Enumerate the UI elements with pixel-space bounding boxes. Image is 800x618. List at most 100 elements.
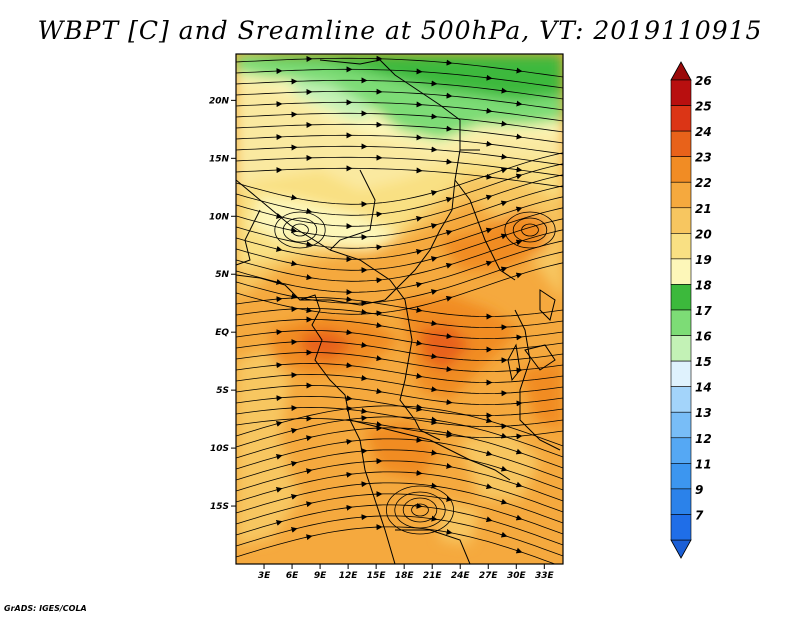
streamline-arrow [290,260,298,267]
colorbar-label: 21 [695,202,712,216]
streamline [236,504,563,546]
colorbar-label: 9 [695,483,703,497]
streamline-arrow [445,262,453,269]
streamline-arrow [515,239,523,246]
streamline-arrow [275,329,283,336]
streamline-arrow [485,483,493,490]
streamline-arrow [375,421,383,428]
streamline-arrow [485,260,493,267]
streamline-arrow [275,487,283,493]
colorbar-swatch [670,233,692,260]
streamline-arrow [345,329,353,336]
lon-tick-label: 15E [367,571,387,581]
lon-tick-label: 18E [395,571,415,581]
streamline-arrow [430,190,438,196]
streamline [236,384,563,406]
streamline-arrow [445,59,453,66]
streamline [236,185,563,238]
streamline-arrow [375,310,383,317]
streamline-eddy [394,491,446,529]
streamline-arrow [500,465,508,472]
streamline [236,493,563,535]
streamline-arrow [275,520,283,526]
lat-tick-label: 5S [216,386,229,396]
streamline-arrow [430,416,438,423]
streamline-arrow [485,450,493,457]
streamline-arrow [275,245,283,252]
streamline [236,134,563,155]
streamline [236,123,563,144]
streamline-arrow [290,194,298,201]
streamline-eddy [512,217,548,243]
streamline-arrow [290,427,298,434]
streamline-arrow [345,405,353,412]
colorbar-label: 16 [695,330,712,344]
lon-tick-label: 9E [314,571,327,581]
streamline-eddy [385,485,454,535]
footer-credit: GrADS: IGES/COLA [4,604,87,613]
streamline-arrow [515,547,523,554]
streamline-arrow [305,208,313,215]
streamline-arrow [305,274,313,281]
streamline-arrow [445,125,453,132]
streamline-arrow [305,435,313,442]
streamline-arrow [275,278,283,285]
map-title: WBPT [C] and Sreamline at 500hPa, VT: 20… [37,16,763,45]
streamline-arrow [445,430,453,436]
streamline-arrow [275,362,283,369]
streamline-arrow [500,87,508,94]
colorbar-label: 20 [695,227,712,241]
streamline [236,296,563,318]
colorbar-swatch [670,105,692,132]
streamline [236,362,563,384]
streamline [236,101,563,122]
streamline [236,526,557,564]
temperature-field [236,54,563,545]
streamline-arrow [485,194,493,201]
streamline [236,174,563,227]
streamline-arrow [430,482,438,489]
streamline-arrow [290,460,298,467]
colorbar-label: 7 [695,508,704,522]
streamline-arrow [430,353,438,360]
streamline-arrow [345,362,353,369]
streamline-arrow [485,107,493,114]
colorbar-below-arrow [670,539,692,559]
colorbar-swatch [670,437,692,464]
colorbar-swatch [670,156,692,183]
streamline-arrow [415,404,423,410]
streamline-arrow [305,468,313,475]
streamline [236,405,563,447]
streamline-arrow [415,372,423,379]
streamline [236,163,563,216]
streamline-arrow [415,215,423,222]
streamline-arrow [360,342,368,348]
streamline-arrow [485,227,493,234]
streamline-arrow [430,449,438,456]
streamline [236,240,563,293]
streamline-eddy [504,211,556,249]
lat-axis: 20N 15N 10N 5N EQ 5S 10S 15S [209,96,236,512]
streamline-arrow [485,516,493,523]
colorbar-label: 26 [695,74,712,88]
streamline-arrow [345,395,353,402]
streamline-arrow [485,173,493,180]
streamline-arrow [375,277,383,284]
lat-tick-label: 20N [209,96,230,106]
streamline [236,112,563,133]
streamline [236,438,563,480]
streamline-arrow [515,272,523,279]
lon-tick-label: 6E [286,571,299,581]
streamline-arrow [445,463,453,469]
streamline [236,90,563,111]
streamline-arrow [430,256,438,262]
streamline-arrow [415,248,423,255]
streamline-arrow [500,432,508,439]
streamline-arrow [275,421,283,427]
streamline-arrow [445,229,453,236]
colorbar-swatch [670,258,692,285]
streamline [236,57,563,78]
streamline-arrow [275,454,283,460]
lat-tick-label: 15S [210,502,229,512]
streamline-arrow [430,320,438,327]
